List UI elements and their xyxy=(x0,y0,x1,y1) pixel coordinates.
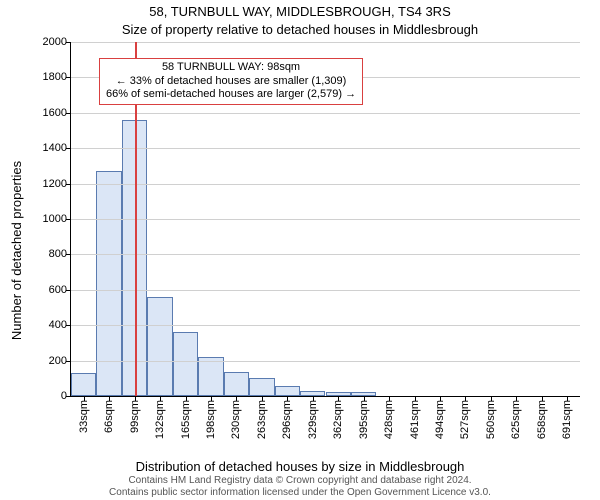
chart-title-line1: 58, TURNBULL WAY, MIDDLESBROUGH, TS4 3RS xyxy=(0,4,600,19)
gridline xyxy=(71,361,580,362)
histogram-bar xyxy=(96,171,121,396)
y-tick-label: 1400 xyxy=(43,142,67,154)
x-tick-label: 560sqm xyxy=(485,400,497,439)
annotation-box: 58 TURNBULL WAY: 98sqm← 33% of detached … xyxy=(99,58,363,105)
x-tick-label: 165sqm xyxy=(180,400,192,439)
x-tick-label: 428sqm xyxy=(383,400,395,439)
x-tick-label: 691sqm xyxy=(561,400,573,439)
plot-area: 020040060080010001200140016001800200033s… xyxy=(70,42,580,397)
figure: { "chart": { "type": "histogram", "title… xyxy=(0,0,600,500)
x-tick-label: 658sqm xyxy=(536,400,548,439)
gridline xyxy=(71,254,580,255)
x-tick-label: 132sqm xyxy=(154,400,166,439)
gridline xyxy=(71,184,580,185)
y-tick-label: 1200 xyxy=(43,178,67,190)
gridline xyxy=(71,290,580,291)
histogram-bar xyxy=(224,372,249,396)
chart-title-line2: Size of property relative to detached ho… xyxy=(0,22,600,37)
gridline xyxy=(71,219,580,220)
histogram-bar xyxy=(173,332,198,396)
y-tick-label: 400 xyxy=(49,319,67,331)
gridline xyxy=(71,113,580,114)
y-tick-label: 800 xyxy=(49,248,67,260)
y-tick-label: 200 xyxy=(49,355,67,367)
x-tick-label: 494sqm xyxy=(434,400,446,439)
gridline xyxy=(71,325,580,326)
gridline xyxy=(71,42,580,43)
histogram-bar xyxy=(71,373,96,396)
x-tick-label: 461sqm xyxy=(409,400,421,439)
x-tick-label: 99sqm xyxy=(129,400,141,433)
annotation-line1: 58 TURNBULL WAY: 98sqm xyxy=(106,61,356,75)
y-tick-label: 2000 xyxy=(43,36,67,48)
footer-line2: Contains public sector information licen… xyxy=(0,487,600,499)
x-tick-label: 198sqm xyxy=(205,400,217,439)
gridline xyxy=(71,148,580,149)
annotation-line2: ← 33% of detached houses are smaller (1,… xyxy=(106,75,356,89)
y-tick-label: 1600 xyxy=(43,107,67,119)
x-tick-label: 527sqm xyxy=(459,400,471,439)
x-tick-label: 263sqm xyxy=(256,400,268,439)
annotation-line3: 66% of semi-detached houses are larger (… xyxy=(106,88,356,102)
y-tick-label: 1000 xyxy=(43,213,67,225)
histogram-bar xyxy=(198,357,223,396)
footer-line1: Contains HM Land Registry data © Crown c… xyxy=(0,475,600,487)
histogram-bar xyxy=(275,386,300,396)
x-tick-label: 33sqm xyxy=(78,400,90,433)
y-tick-label: 0 xyxy=(61,390,67,402)
footer-attribution: Contains HM Land Registry data © Crown c… xyxy=(0,475,600,498)
x-axis-label: Distribution of detached houses by size … xyxy=(0,459,600,474)
x-tick-label: 230sqm xyxy=(230,400,242,439)
y-tick-label: 1800 xyxy=(43,71,67,83)
x-tick-label: 362sqm xyxy=(332,400,344,439)
y-tick-label: 600 xyxy=(49,284,67,296)
x-tick-label: 296sqm xyxy=(281,400,293,439)
y-axis-label: Number of detached properties xyxy=(8,0,26,500)
histogram-bar xyxy=(249,378,274,396)
x-tick-label: 329sqm xyxy=(307,400,319,439)
histogram-bar xyxy=(147,297,172,396)
x-tick-label: 395sqm xyxy=(358,400,370,439)
x-tick-label: 625sqm xyxy=(510,400,522,439)
x-tick-label: 66sqm xyxy=(103,400,115,433)
